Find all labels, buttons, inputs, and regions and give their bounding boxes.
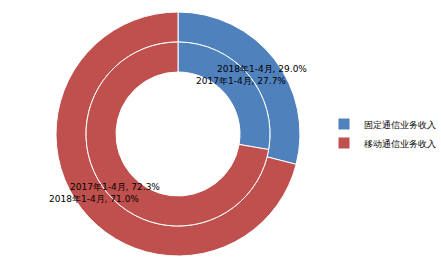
svg-text:2018年1-4月, 71.0%: 2018年1-4月, 71.0% [49,194,139,204]
svg-text:2017年1-4月, 72.3%: 2017年1-4月, 72.3% [70,182,160,192]
svg-text:固定通信业务收入: 固定通信业务收入 [364,120,436,130]
svg-text:移动通信业务收入: 移动通信业务收入 [364,139,436,149]
svg-text:2018年1-4月, 29.0%: 2018年1-4月, 29.0% [217,64,307,74]
svg-text:2017年1-4月, 27.7%: 2017年1-4月, 27.7% [196,76,286,86]
